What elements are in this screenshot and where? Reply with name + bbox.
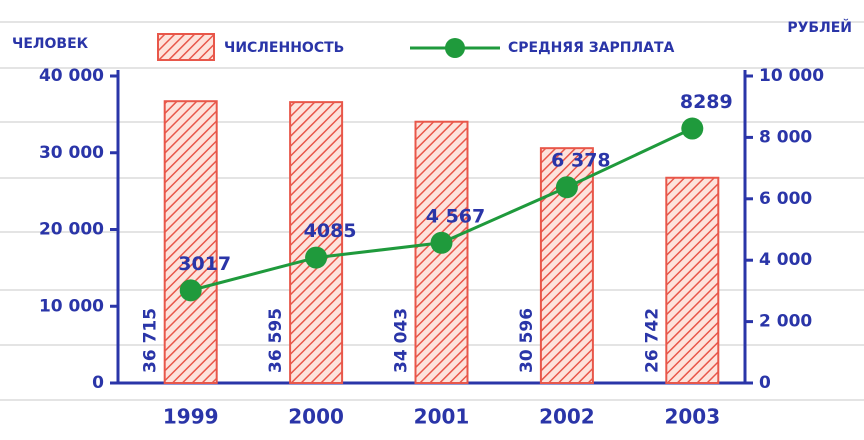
- y2-tick-label: 8 000: [759, 127, 812, 147]
- line-marker: [179, 279, 202, 302]
- legend-swatch-marker: [445, 38, 465, 58]
- bar-value-label: 26 742: [642, 308, 662, 373]
- bar-value-label: 36 715: [141, 308, 161, 373]
- line-value-label: 6 378: [551, 150, 611, 172]
- legend-swatch-bar: [157, 33, 215, 61]
- y-axis-label: ЧЕЛОВЕК: [12, 36, 89, 52]
- legend-label: ЧИСЛЕННОСТЬ: [224, 40, 344, 56]
- line-value-label: 3017: [178, 253, 231, 275]
- line-marker: [681, 117, 704, 140]
- x-tick-label: 2003: [664, 405, 720, 429]
- x-tick-label: 2000: [288, 405, 344, 429]
- line-value-label: 4085: [304, 220, 357, 242]
- y-tick-label: 10 000: [39, 296, 104, 316]
- line-marker: [430, 231, 453, 254]
- y2-tick-label: 4 000: [759, 250, 812, 270]
- line-marker: [555, 176, 578, 199]
- bar-value-label: 36 595: [266, 308, 286, 373]
- bar-value-label: 30 596: [517, 308, 537, 373]
- y2-tick-label: 2 000: [759, 312, 812, 332]
- y-tick-label: 30 000: [39, 143, 104, 163]
- line-value-label: 8289: [680, 91, 733, 113]
- y-tick-label: 40 000: [39, 66, 104, 86]
- y2-axis-label: РУБЛЕЙ: [787, 19, 852, 36]
- line-marker: [305, 246, 328, 269]
- bar: [163, 100, 218, 384]
- y-tick-label: 0: [92, 373, 104, 393]
- y-tick-label: 20 000: [39, 220, 104, 240]
- x-tick-label: 2002: [539, 405, 595, 429]
- x-tick-label: 1999: [163, 405, 219, 429]
- legend-label: СРЕДНЯЯ ЗАРПЛАТА: [508, 40, 674, 56]
- y2-tick-label: 10 000: [759, 66, 824, 86]
- bar-value-label: 34 043: [392, 308, 412, 373]
- line-value-label: 4 567: [426, 205, 486, 227]
- bar: [665, 176, 720, 384]
- y2-tick-label: 6 000: [759, 189, 812, 209]
- x-tick-label: 2001: [414, 405, 470, 429]
- bar: [289, 101, 344, 385]
- y2-tick-label: 0: [759, 373, 771, 393]
